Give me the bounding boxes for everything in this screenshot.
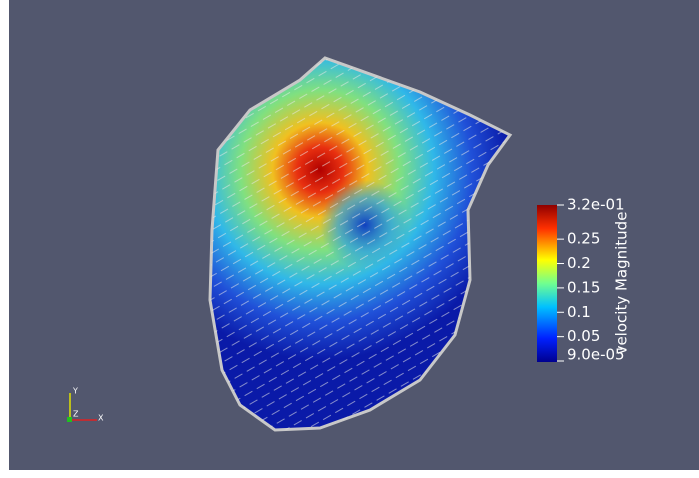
y-axis-label: Y: [72, 387, 78, 396]
color-bar-tick-label: 0.05: [567, 327, 600, 345]
page: 3.2e-01 9.0e-05 velocity Magnitude Y Z X…: [0, 0, 699, 478]
color-bar: [537, 205, 557, 362]
color-bar-tick-label: 0.15: [567, 278, 600, 296]
color-bar-tick-label: 0.25: [567, 230, 600, 248]
render-view: 3.2e-01 9.0e-05 velocity Magnitude Y Z X…: [0, 0, 699, 478]
x-axis-label: X: [98, 414, 104, 423]
color-bar-title: velocity Magnitude: [613, 212, 631, 355]
color-bar-tick-label: 0.2: [567, 254, 591, 272]
color-bar-max: 3.2e-01: [567, 196, 625, 214]
z-axis-arrow: [67, 417, 72, 422]
z-axis-label: Z: [73, 410, 79, 419]
color-bar-tick-label: 0.1: [567, 303, 591, 321]
